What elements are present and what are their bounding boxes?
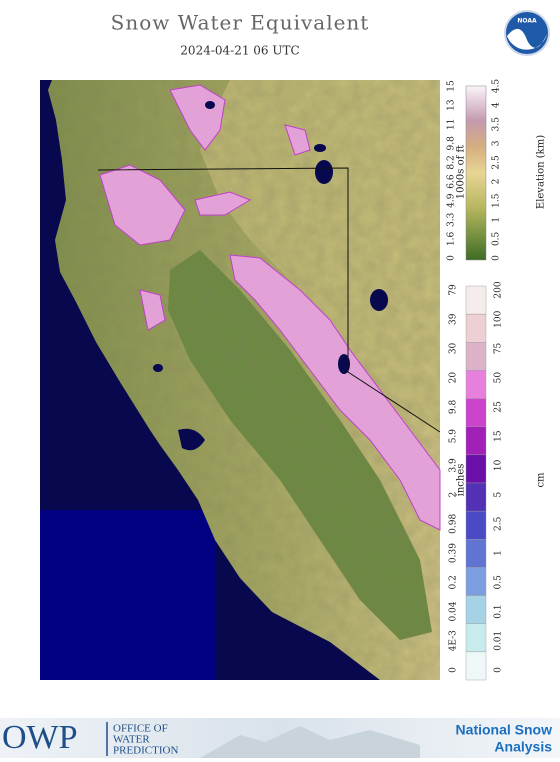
legend-label: 4.9 bbox=[447, 193, 457, 208]
colorbar-step bbox=[465, 454, 487, 484]
legend-label: 3.9 bbox=[449, 458, 459, 473]
legend-title: Elevation (km) bbox=[536, 135, 547, 209]
legend-label: 1.6 bbox=[447, 231, 457, 246]
legend-label: 50 bbox=[494, 372, 504, 384]
colorbar-step bbox=[465, 567, 487, 596]
org-line: WATER bbox=[113, 734, 150, 746]
legend-label: 25 bbox=[494, 401, 504, 413]
colorbar-step bbox=[465, 426, 487, 456]
legend-label: 4.5 bbox=[492, 79, 502, 94]
colorbar-step bbox=[465, 595, 487, 624]
legend-label: 0 bbox=[447, 255, 457, 261]
legend-label: 15 bbox=[494, 430, 504, 442]
legend-label: 39 bbox=[449, 313, 459, 325]
org-line: OFFICE OF bbox=[113, 723, 168, 735]
elevation-legend: 1000s of ft Elevation (km) bbox=[456, 85, 547, 261]
legend-title: inches bbox=[456, 464, 467, 497]
legend-title: 1000s of ft bbox=[456, 145, 467, 199]
logo-text: NOAA bbox=[517, 18, 537, 25]
legend-label: 30 bbox=[449, 342, 459, 354]
noaa-logo[interactable]: NOAA bbox=[504, 10, 550, 56]
snow-legend: inches cm bbox=[456, 285, 547, 681]
legend-label: 200 bbox=[494, 281, 504, 298]
colorbar-step bbox=[465, 482, 487, 512]
legend-label: 2 bbox=[449, 492, 459, 498]
legend-label: 0.2 bbox=[449, 575, 459, 589]
colorbar-step bbox=[465, 313, 487, 343]
legend-label: 0.01 bbox=[494, 631, 504, 651]
legend-label: 0.98 bbox=[449, 514, 459, 534]
legend-title: cm bbox=[536, 472, 547, 488]
legend-label: 3.3 bbox=[447, 212, 457, 227]
legend-label: 0 bbox=[492, 255, 502, 261]
legend-label: 4E-3 bbox=[449, 630, 459, 652]
colorbar-step bbox=[465, 539, 487, 568]
legend-label: 13 bbox=[447, 99, 457, 111]
map bbox=[40, 80, 441, 680]
legend-label: 6.6 bbox=[447, 174, 457, 189]
colorbar-step bbox=[465, 370, 487, 399]
elevation-labels: 15 13 11 9.8 8.2 6.6 4.9 3.3 1.6 0 4.5 4 3.5 3 2.5 2 1.5… bbox=[447, 79, 502, 261]
legend-label: 5 bbox=[494, 491, 504, 497]
legend-label: 0.5 bbox=[494, 575, 504, 590]
legend-label: 1 bbox=[494, 550, 504, 556]
title: Snow Water Equivalent bbox=[111, 11, 370, 35]
colorbar-step bbox=[465, 651, 487, 681]
legend-label: 79 bbox=[449, 284, 459, 296]
legend-label: 0.39 bbox=[449, 543, 459, 563]
legend-label: 0 bbox=[494, 667, 504, 673]
legend-label: 8.2 bbox=[447, 155, 457, 169]
legend-label: 20 bbox=[449, 372, 459, 384]
legend-label: 0 bbox=[449, 667, 459, 673]
legend-label: 2.5 bbox=[492, 155, 502, 170]
subtitle: 2024-04-21 06 UTC bbox=[180, 44, 299, 58]
footer: OWP OFFICE OF WATER PREDICTION National … bbox=[0, 718, 560, 758]
product-line: Analysis bbox=[494, 739, 552, 755]
colorbar-step bbox=[465, 510, 487, 540]
legend-label: 9.8 bbox=[447, 136, 457, 151]
snow-labels: 79 39 30 20 9.8 5.9 3.9 2 0.98 0.39 0.2 0.04 4E-3 0 20… bbox=[449, 281, 504, 673]
legend-label: 2.5 bbox=[494, 516, 504, 531]
legend-label: 11 bbox=[447, 118, 457, 129]
legend-label: 1.5 bbox=[492, 193, 502, 208]
owp-logo: OWP bbox=[2, 719, 78, 756]
legend-label: 4 bbox=[492, 102, 502, 108]
colorbar-step bbox=[465, 398, 487, 427]
legend-label: 1 bbox=[492, 217, 502, 223]
legend-label: 5.9 bbox=[449, 429, 459, 444]
colorbar-step bbox=[465, 623, 487, 653]
legend-label: 10 bbox=[494, 459, 504, 471]
legend-label: 15 bbox=[447, 80, 457, 92]
org-line: PREDICTION bbox=[113, 745, 178, 757]
colorbar-step bbox=[465, 285, 487, 315]
legend-label: 2 bbox=[492, 179, 502, 185]
colorbar-step bbox=[465, 342, 487, 371]
legend-label: 9.8 bbox=[449, 400, 459, 415]
product-line: National Snow bbox=[456, 722, 553, 738]
legend-label: 0.1 bbox=[494, 604, 504, 618]
legend-label: 100 bbox=[494, 310, 504, 327]
legend-label: 0.5 bbox=[492, 231, 502, 246]
legend-label: 0.04 bbox=[449, 601, 459, 621]
legend-label: 3.5 bbox=[492, 117, 502, 132]
legend-label: 3 bbox=[492, 140, 502, 146]
legend-label: 75 bbox=[494, 342, 504, 354]
